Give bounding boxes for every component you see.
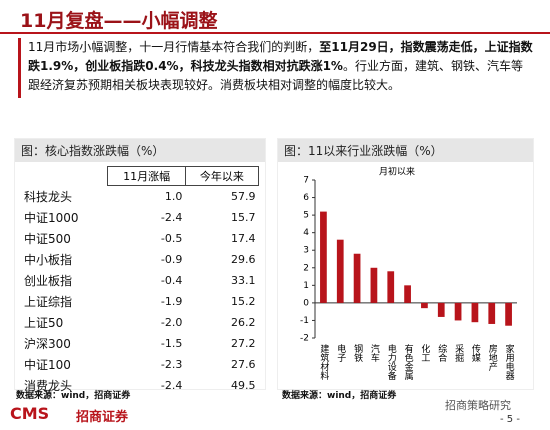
table-cell: 1.0 xyxy=(164,190,183,203)
x-tick-label: 建筑材料 xyxy=(318,343,329,381)
y-tick-label: 7 xyxy=(303,176,309,186)
source: 数据来源：wind，招商证券 xyxy=(282,391,397,401)
table-cell: 57.9 xyxy=(231,190,256,203)
col-header: 11月涨幅 xyxy=(107,166,186,186)
table-cell: -2.0 xyxy=(160,316,183,329)
slide-title: 11月复盘——小幅调整 xyxy=(20,10,218,32)
table-cell: 26.2 xyxy=(231,316,256,329)
table-cell: 27.2 xyxy=(231,337,256,350)
x-tick-label: 化工 xyxy=(419,343,430,362)
table-cell: 49.5 xyxy=(231,379,256,392)
chart-panel: 图：11以来行业涨跌幅（%） xyxy=(277,138,534,390)
y-tick-label: -1 xyxy=(300,316,309,326)
table-row: 消费龙头 -2.4 49.5 xyxy=(21,375,259,396)
x-tick-label: 采掘 xyxy=(453,344,464,363)
y-tick-label: -2 xyxy=(300,334,309,344)
y-tick-label: 4 xyxy=(303,228,309,238)
x-tick-label: 房地产 xyxy=(487,343,498,372)
bar xyxy=(505,302,512,326)
table-cell: 中证1000 xyxy=(24,211,79,225)
text-run: 。行业方面，建筑、钢铁、汽车等跟经济复苏预期相关板块表现较好。消费板块相对调整的… xyxy=(28,59,523,92)
table-row: 中证1000 -2.4 15.7 xyxy=(21,207,259,228)
text-run: 11月市场小幅调整，十一月行情基本符合我们的判断， xyxy=(28,40,320,54)
title-rule xyxy=(0,32,550,34)
chart-subtitle: 月初以来 xyxy=(379,166,415,178)
table-row: 沪深300 -1.5 27.2 xyxy=(21,333,259,354)
page-number: - 5 - xyxy=(500,414,520,425)
bar xyxy=(370,267,378,303)
wechat: 招商策略研究 xyxy=(445,399,511,412)
table-cell: -1.9 xyxy=(160,295,183,308)
summary: 11月市场小幅调整，十一月行情基本符合我们的判断，至11月29日，指数震荡走低，… xyxy=(28,38,533,95)
chart: 月初以来 -2 -1 0 1 2 3 4 5 6 7 建筑材料 电子 钢铁 汽车 电力设备 有色金属 化工 综合采… xyxy=(300,166,517,381)
table-cell: -2.3 xyxy=(160,358,183,371)
table-cell: 中证500 xyxy=(24,232,71,246)
table-row: 科技龙头 1.0 57.9 xyxy=(21,186,259,208)
table-cell: 上证综指 xyxy=(24,295,73,309)
x-tick-label: 有色金属 xyxy=(403,343,414,381)
index-table: 11月涨幅 今年以来科技龙头 1.0 57.9 中证1000 -2.4 15.7 中证500 -… xyxy=(21,166,260,396)
table-cell: -0.4 xyxy=(160,274,183,287)
table-cell: -1.5 xyxy=(160,337,183,350)
bar xyxy=(421,302,428,309)
company: 招商证券 xyxy=(76,410,129,425)
table-cell: -2.4 xyxy=(160,379,183,392)
x-tick-label: 钢铁 xyxy=(352,343,363,363)
table-cell: 27.6 xyxy=(231,358,256,371)
accent-bar xyxy=(18,38,21,98)
table-row: 中证500 -0.5 17.4 xyxy=(21,228,259,249)
table-row: 创业板指 -0.4 33.1 xyxy=(21,270,259,291)
table-cell: 中证100 xyxy=(24,358,71,372)
source: 数据来源：wind，招商证券 xyxy=(16,391,131,401)
y-tick-label: 1 xyxy=(303,281,309,291)
table-cell: 17.4 xyxy=(231,232,256,245)
y-tick-label: 0 xyxy=(303,298,309,308)
bar xyxy=(488,302,496,324)
table-cell: 15.2 xyxy=(231,295,256,308)
table-cell: 33.1 xyxy=(231,274,256,287)
table-cell: 15.7 xyxy=(231,211,256,224)
table-panel: 图：核心指数涨跌幅（%） 11月涨幅 今年以来科技龙头 1.0 57.9 中证1000 -… xyxy=(14,138,266,393)
bar xyxy=(320,211,327,303)
bar xyxy=(404,285,411,303)
col-header: 今年以来 xyxy=(184,166,260,186)
bar xyxy=(336,239,344,303)
table-title: 图：核心指数涨跌幅（%） xyxy=(15,139,265,162)
y-tick-label: 6 xyxy=(303,193,309,203)
table-cell: 上证50 xyxy=(24,316,64,330)
bar xyxy=(437,302,445,317)
bar xyxy=(471,302,479,323)
bar xyxy=(353,253,361,303)
table-cell: 创业板指 xyxy=(24,274,73,288)
table-cell: 消费龙头 xyxy=(24,379,73,393)
table-row: 上证50 -2.0 26.2 xyxy=(21,312,259,333)
y-tick-label: 2 xyxy=(303,263,309,273)
table-cell: 沪深300 xyxy=(24,337,71,351)
table-cell: -2.4 xyxy=(160,211,183,224)
x-tick-label: 传媒 xyxy=(470,343,481,363)
bar xyxy=(387,271,395,303)
logo: CMS xyxy=(10,404,50,423)
table-cell: 科技龙头 xyxy=(24,189,73,204)
text-run: 至11月29日，指数震荡走低，上证指数跌1.9%，创业板指跌0.4%，科技龙头指… xyxy=(28,40,533,73)
x-tick-label: 家用电器 xyxy=(504,343,515,380)
x-tick-label: 电子 xyxy=(335,343,346,362)
table-cell: -0.9 xyxy=(160,253,183,266)
bar xyxy=(454,302,462,321)
y-tick-label: 3 xyxy=(303,246,309,256)
x-tick-label: 电力设备 xyxy=(386,343,397,380)
table-row: 中证100 -2.3 27.6 xyxy=(21,354,259,375)
y-tick-label: 5 xyxy=(303,211,309,221)
x-tick-label: 汽车 xyxy=(369,343,380,363)
table-cell: -0.5 xyxy=(160,232,183,245)
x-tick-label: 综合 xyxy=(436,343,447,363)
chart-title: 图：11以来行业涨跌幅（%） xyxy=(278,139,533,162)
table-cell: 29.6 xyxy=(231,253,256,266)
table-row: 中小板指 -0.9 29.6 xyxy=(21,249,259,270)
table-cell: 中小板指 xyxy=(24,253,73,267)
table-row: 上证综指 -1.9 15.2 xyxy=(21,291,259,312)
